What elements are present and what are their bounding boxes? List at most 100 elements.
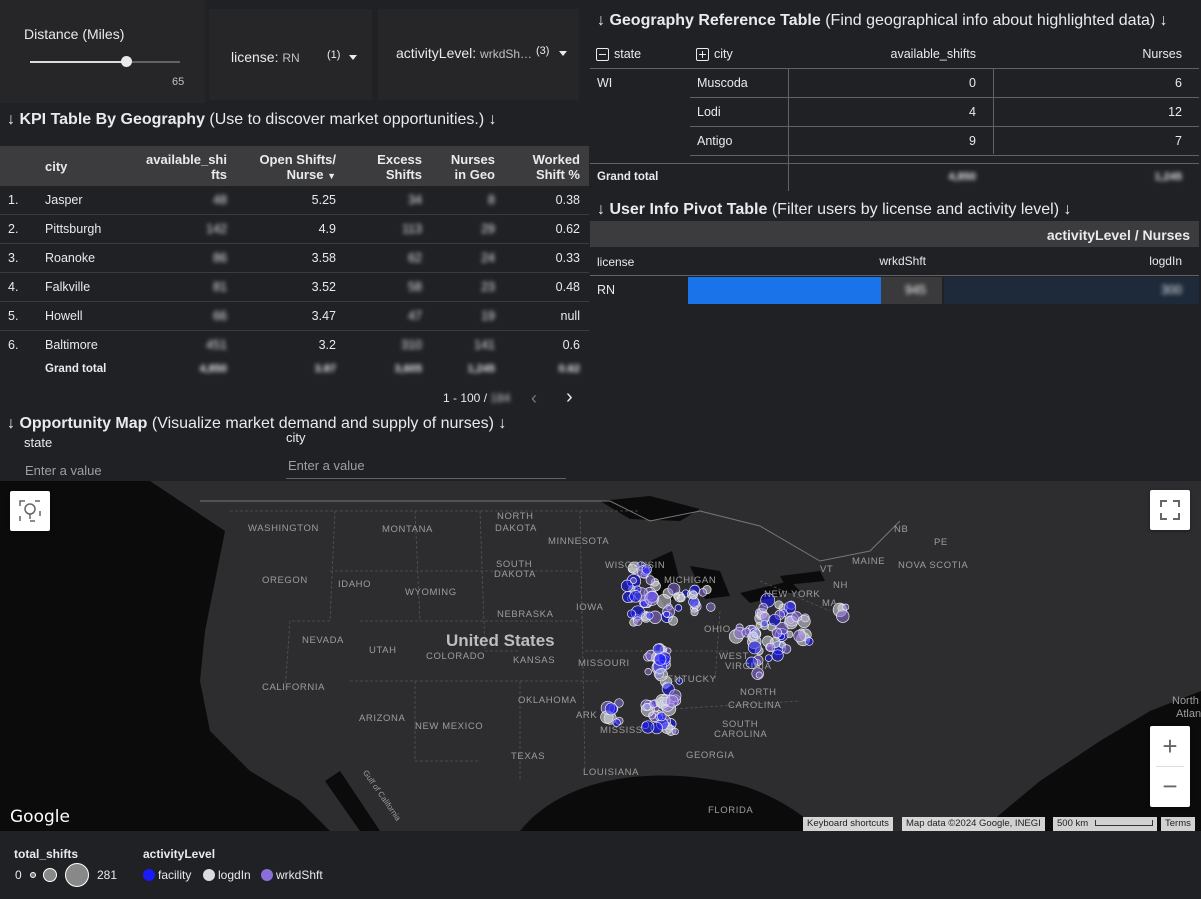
geo-col-city[interactable]: city: [714, 47, 733, 61]
license-filter[interactable]: license: RN (1): [209, 9, 372, 100]
plus-icon[interactable]: +: [1162, 731, 1178, 761]
col-nurses[interactable]: Nurses in Geo: [450, 152, 495, 182]
geo-col-nurses[interactable]: Nurses: [1142, 47, 1182, 61]
map-point[interactable]: [804, 637, 814, 646]
map-point[interactable]: [644, 591, 660, 606]
legend-wrkdshft[interactable]: wrkdShft: [276, 868, 323, 882]
geo-grand-available: 4,850: [948, 171, 976, 183]
map-point[interactable]: [674, 604, 683, 612]
map-point[interactable]: [760, 619, 769, 628]
map-point[interactable]: [768, 613, 781, 627]
map-point[interactable]: [747, 631, 759, 643]
row-open-shifts: 3.47: [311, 309, 336, 323]
grand-total-nurses: 1,245: [467, 363, 495, 375]
map-point[interactable]: [677, 593, 686, 603]
terms-link[interactable]: Terms: [1161, 817, 1195, 831]
map-point[interactable]: [656, 711, 667, 722]
map-point[interactable]: [755, 671, 763, 679]
fullscreen-icon[interactable]: [1150, 490, 1190, 530]
col-available[interactable]: available_shi fts: [146, 152, 227, 182]
map-point[interactable]: [612, 718, 621, 727]
map-state-label: IDAHO: [338, 579, 372, 590]
row-city: Howell: [45, 309, 83, 323]
chevron-right-icon[interactable]: ›: [566, 386, 573, 408]
map-point[interactable]: [665, 694, 679, 708]
map-point[interactable]: [645, 575, 656, 585]
map-point[interactable]: [781, 644, 792, 654]
grand-total-label: Grand total: [45, 363, 107, 375]
map-point[interactable]: [764, 654, 773, 662]
map-point[interactable]: [797, 614, 811, 629]
col-city[interactable]: city: [45, 159, 68, 174]
expand-icon[interactable]: [696, 48, 709, 61]
collapse-icon[interactable]: [596, 48, 609, 61]
map-point[interactable]: [620, 579, 634, 592]
map-point[interactable]: [653, 653, 667, 666]
map-point[interactable]: [745, 656, 758, 669]
row-index: 5.: [8, 309, 19, 323]
row-worked: 0.62: [555, 222, 580, 236]
map-state-label: MA: [822, 598, 838, 609]
map-point[interactable]: [627, 609, 636, 619]
map-point[interactable]: [668, 615, 678, 626]
map-state-label: MONTANA: [382, 524, 433, 535]
distance-slider-fill: [30, 61, 126, 63]
pivot-col-logd[interactable]: logdIn: [1149, 254, 1182, 268]
map-point[interactable]: [783, 601, 797, 614]
map-point[interactable]: [641, 720, 655, 734]
map-point[interactable]: [604, 702, 618, 716]
pivot-col-license[interactable]: license: [597, 255, 635, 269]
map-state-label: TEXAS: [511, 751, 546, 762]
map-point[interactable]: [690, 608, 699, 617]
legend-facility[interactable]: facility: [158, 868, 192, 882]
legend-logdin[interactable]: logdIn: [218, 868, 251, 882]
map-point[interactable]: [629, 577, 637, 585]
map-point[interactable]: [698, 588, 708, 597]
city-filter-input[interactable]: Enter a value: [288, 458, 365, 473]
map-state-label: WISCONSIN: [605, 560, 666, 571]
map-point[interactable]: [771, 627, 783, 638]
state-filter-input[interactable]: Enter a value: [25, 463, 102, 478]
opportunity-map[interactable]: WASHINGTON MONTANA NORTH DAKOTA MINNESOT…: [0, 481, 1201, 831]
keyboard-shortcuts-link[interactable]: Keyboard shortcuts: [803, 817, 893, 831]
row-open-shifts: 3.2: [318, 338, 336, 352]
map-point[interactable]: [774, 600, 784, 610]
map-point[interactable]: [766, 642, 776, 653]
map-state-label: OREGON: [262, 575, 308, 586]
sort-desc-icon[interactable]: ▼: [327, 171, 336, 181]
map-point[interactable]: [644, 668, 652, 676]
map-point[interactable]: [842, 603, 850, 611]
map-point[interactable]: [689, 590, 698, 600]
chevron-left-icon[interactable]: ‹: [531, 388, 537, 408]
geo-col-state[interactable]: state: [614, 47, 642, 61]
map-state-label: CAROLINA: [728, 700, 782, 711]
map-point[interactable]: [632, 616, 643, 626]
col-worked[interactable]: Worked Shift %: [532, 152, 580, 182]
map-point[interactable]: [614, 698, 624, 708]
pivot-col-wrkd[interactable]: wrkdShft: [879, 254, 926, 268]
map-point[interactable]: [771, 649, 784, 662]
map-point[interactable]: [629, 590, 642, 603]
map-point[interactable]: [793, 629, 806, 643]
map-point[interactable]: [706, 602, 716, 612]
geo-col-available[interactable]: available_shifts: [890, 47, 976, 61]
map-point[interactable]: [671, 727, 679, 736]
activity-filter[interactable]: activityLevel: wrkdSh… (3): [378, 9, 579, 100]
map-point[interactable]: [747, 640, 762, 655]
map-point[interactable]: [758, 602, 768, 613]
map-point[interactable]: [641, 564, 652, 575]
col-open-shifts[interactable]: Open Shifts/Nurse ▼: [259, 152, 336, 182]
locate-icon[interactable]: [10, 491, 50, 531]
geo-row-available: 9: [969, 134, 976, 148]
row-worked: 0.33: [555, 251, 580, 265]
map-point[interactable]: [645, 611, 654, 620]
map-point[interactable]: [663, 610, 671, 618]
minus-icon[interactable]: −: [1162, 771, 1178, 801]
col-excess[interactable]: Excess Shifts: [377, 152, 422, 182]
map-state-label: KANSAS: [513, 655, 556, 666]
map-point[interactable]: [675, 677, 683, 685]
geo-header-line: [590, 68, 1199, 69]
distance-slider-thumb[interactable]: [121, 56, 132, 67]
activity-filter-count: (3): [536, 45, 550, 57]
map-point[interactable]: [836, 609, 850, 623]
